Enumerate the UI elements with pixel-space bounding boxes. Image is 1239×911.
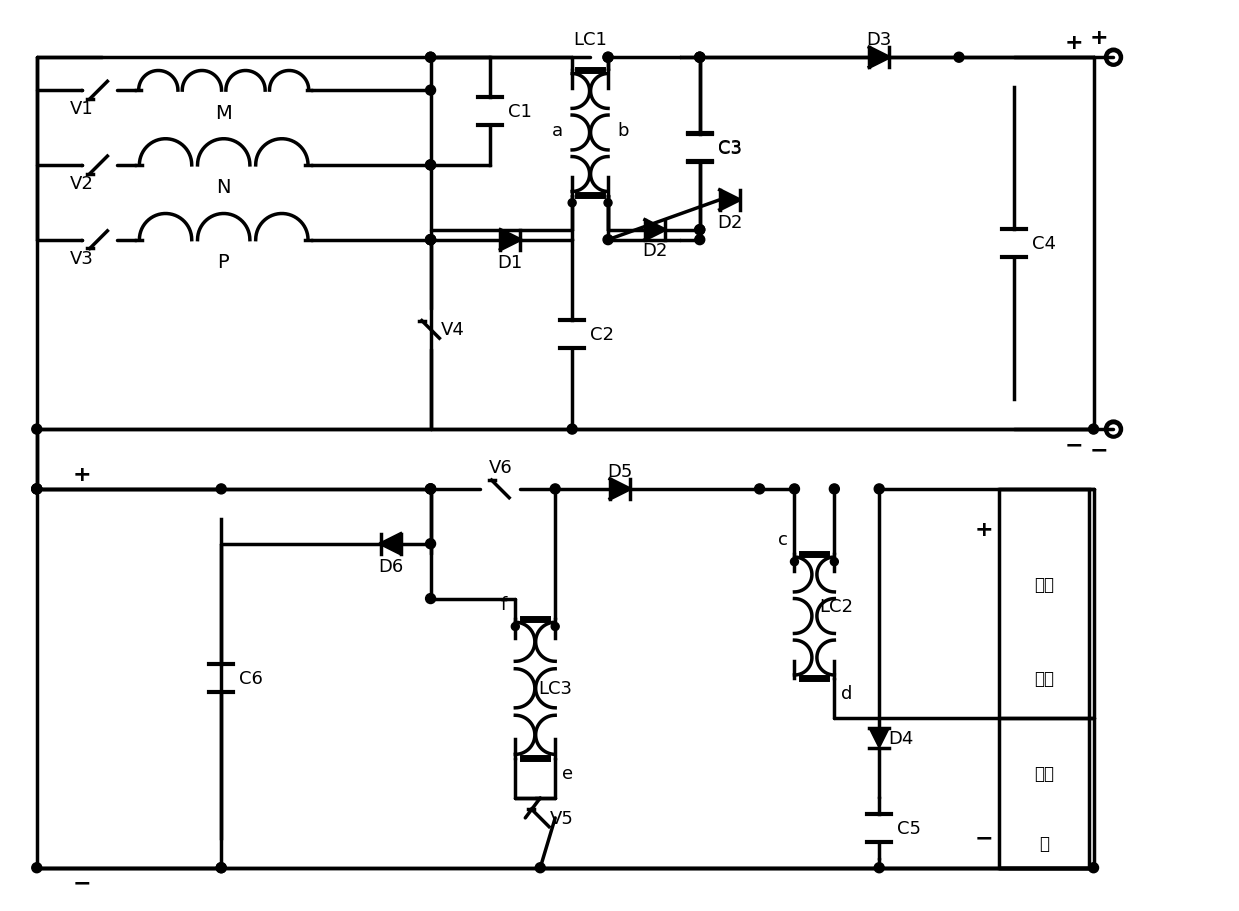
Text: C6: C6 [239,670,263,688]
Text: +: + [1089,28,1108,48]
Text: V3: V3 [69,250,94,267]
Circle shape [789,485,799,495]
Circle shape [425,485,436,495]
Text: 器: 器 [1038,834,1048,852]
Circle shape [425,53,436,63]
Text: LC3: LC3 [538,680,572,698]
Text: d: d [840,684,852,702]
Text: 变换: 变换 [1033,764,1053,783]
Polygon shape [501,230,520,251]
Circle shape [425,86,436,96]
Text: C3: C3 [717,139,742,158]
Circle shape [425,485,436,495]
Text: D1: D1 [498,253,523,271]
Circle shape [425,485,436,495]
Circle shape [425,539,436,549]
Circle shape [32,485,42,495]
Text: f: f [501,595,507,613]
Circle shape [1089,425,1099,435]
Text: P: P [217,253,229,271]
Polygon shape [646,220,665,241]
Text: C2: C2 [590,326,615,344]
Bar [999,489,1089,868]
Polygon shape [610,479,629,499]
Text: C3: C3 [717,140,742,159]
Text: LC2: LC2 [819,598,854,615]
Polygon shape [870,729,890,748]
Text: D4: D4 [888,730,914,747]
Text: 直流: 直流 [1033,575,1053,593]
Circle shape [217,863,227,873]
Circle shape [695,53,705,63]
Circle shape [695,53,705,63]
Circle shape [425,594,436,604]
Circle shape [32,485,42,495]
Text: LC1: LC1 [574,31,607,49]
Circle shape [954,53,964,63]
Circle shape [875,485,885,495]
Text: V4: V4 [441,321,465,339]
Circle shape [32,425,42,435]
Circle shape [425,235,436,245]
Circle shape [425,160,436,170]
Text: N: N [216,179,230,197]
Circle shape [567,425,577,435]
Text: b: b [617,122,628,140]
Circle shape [695,235,705,245]
Circle shape [695,53,705,63]
Text: D6: D6 [378,557,404,575]
Circle shape [875,863,885,873]
Circle shape [695,225,705,235]
Circle shape [425,235,436,245]
Text: V2: V2 [69,175,94,192]
Text: +: + [1064,33,1083,53]
Circle shape [605,200,612,208]
Circle shape [217,485,227,495]
Circle shape [425,53,436,63]
Circle shape [830,558,839,566]
Circle shape [551,623,559,630]
Text: −: − [1089,439,1108,459]
Circle shape [603,53,613,63]
Text: −: − [975,828,994,848]
Circle shape [550,485,560,495]
Circle shape [790,558,798,566]
Text: V1: V1 [69,100,93,118]
Text: D2: D2 [717,213,742,231]
Circle shape [425,235,436,245]
Text: V6: V6 [488,458,512,476]
Circle shape [217,863,227,873]
Text: −: − [1064,435,1083,455]
Text: D2: D2 [642,241,668,260]
Text: 降压: 降压 [1033,670,1053,688]
Text: −: − [72,873,90,893]
Circle shape [755,485,764,495]
Circle shape [535,863,545,873]
Circle shape [512,623,519,630]
Circle shape [32,863,42,873]
Circle shape [1089,863,1099,873]
Text: +: + [72,465,90,485]
Circle shape [829,485,839,495]
Text: e: e [561,764,572,783]
Text: +: + [975,519,994,539]
Polygon shape [380,534,400,554]
Polygon shape [720,190,740,210]
Circle shape [603,235,613,245]
Text: C1: C1 [508,103,533,121]
Polygon shape [870,48,890,68]
Text: M: M [214,104,232,122]
Text: D3: D3 [866,31,892,49]
Text: D5: D5 [607,463,633,480]
Text: c: c [778,530,788,548]
Circle shape [569,200,576,208]
Circle shape [695,225,705,235]
Text: C5: C5 [897,819,921,837]
Text: C4: C4 [1032,235,1056,253]
Circle shape [425,160,436,170]
Text: V5: V5 [550,809,574,827]
Text: a: a [551,122,563,140]
Circle shape [32,485,42,495]
Circle shape [603,53,613,63]
